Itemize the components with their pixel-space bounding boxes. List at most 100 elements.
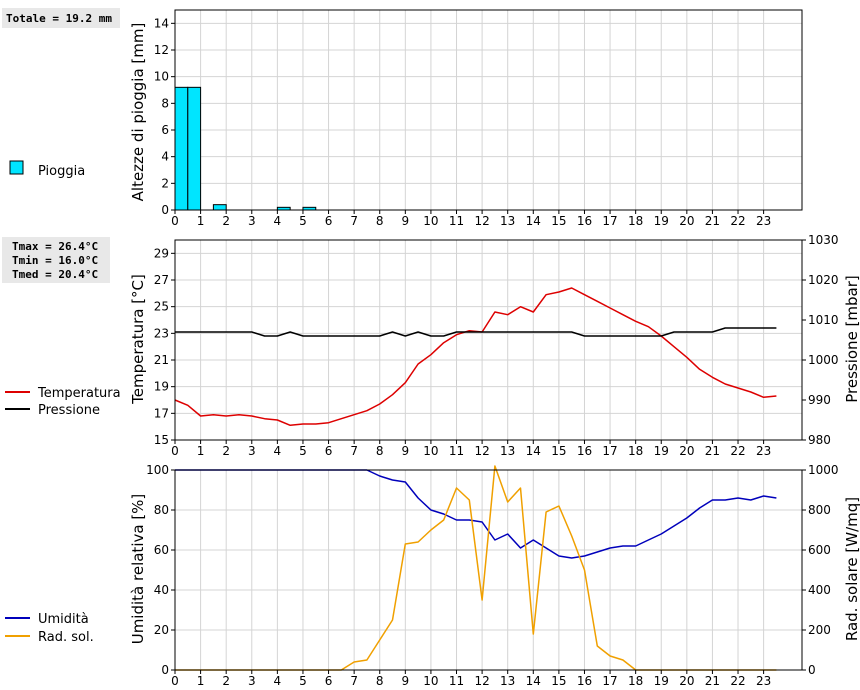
rain-ylabel: Altezze di pioggia [mm] xyxy=(129,23,147,202)
x-tick-label: 16 xyxy=(577,214,592,228)
x-tick-label: 17 xyxy=(602,444,617,458)
x-tick-label: 8 xyxy=(376,674,384,688)
x-tick-label: 3 xyxy=(248,674,256,688)
x-tick-label: 7 xyxy=(350,214,358,228)
x-tick-label: 0 xyxy=(171,214,179,228)
plot-frame xyxy=(174,469,803,671)
y-tick-label: 23 xyxy=(154,326,169,340)
x-tick-label: 16 xyxy=(577,674,592,688)
x-tick-label: 13 xyxy=(500,674,515,688)
x-tick-label: 14 xyxy=(526,214,541,228)
x-tick-label: 17 xyxy=(602,674,617,688)
y-tick-label: 40 xyxy=(154,583,169,597)
x-tick-label: 20 xyxy=(679,674,694,688)
x-tick-label: 3 xyxy=(248,214,256,228)
x-tick-label: 0 xyxy=(171,444,179,458)
radiation-ylabel: Rad. solare [W/mq] xyxy=(843,497,860,641)
x-tick-label: 12 xyxy=(474,214,489,228)
y-tick-label: 21 xyxy=(154,353,169,367)
y-tick-label: 10 xyxy=(154,70,169,84)
x-tick-label: 2 xyxy=(222,674,230,688)
humidity-ylabel: Umidità relativa [%] xyxy=(129,494,147,645)
rain-bar xyxy=(174,86,189,211)
x-tick-label: 10 xyxy=(423,674,438,688)
y-tick-label: 27 xyxy=(154,273,169,287)
x-tick-label: 8 xyxy=(376,444,384,458)
plot-frame xyxy=(174,9,803,211)
x-tick-label: 1 xyxy=(197,214,205,228)
x-tick-label: 18 xyxy=(628,444,643,458)
tmin-label: Tmin = 16.0°C xyxy=(12,254,98,267)
y-right-tick-label: 800 xyxy=(808,503,831,517)
x-tick-label: 11 xyxy=(449,444,464,458)
y-tick-label: 29 xyxy=(154,246,169,260)
y-right-tick-label: 1000 xyxy=(808,463,839,477)
x-tick-label: 6 xyxy=(325,214,333,228)
y-tick-label: 19 xyxy=(154,380,169,394)
rain-bar xyxy=(212,204,227,211)
rain-bar xyxy=(187,86,202,211)
y-tick-label: 8 xyxy=(161,96,169,110)
y-tick-label: 17 xyxy=(154,406,169,420)
y-right-tick-label: 1030 xyxy=(808,233,839,247)
x-tick-label: 19 xyxy=(654,674,669,688)
rain-total-label: Totale = 19.2 mm xyxy=(6,12,112,25)
y-right-tick-label: 600 xyxy=(808,543,831,557)
x-tick-label: 5 xyxy=(299,214,307,228)
x-tick-label: 15 xyxy=(551,214,566,228)
y-right-tick-label: 1010 xyxy=(808,313,839,327)
x-tick-label: 10 xyxy=(423,214,438,228)
x-tick-label: 9 xyxy=(402,214,410,228)
x-tick-label: 4 xyxy=(274,674,282,688)
x-tick-label: 9 xyxy=(402,674,410,688)
y-tick-label: 0 xyxy=(161,203,169,217)
x-tick-label: 11 xyxy=(449,674,464,688)
y-tick-label: 0 xyxy=(161,663,169,677)
series-line-pressione xyxy=(175,327,777,337)
x-tick-label: 22 xyxy=(730,674,745,688)
y-tick-label: 80 xyxy=(154,503,169,517)
x-tick-label: 21 xyxy=(705,674,720,688)
legend-radiation-label: Rad. sol. xyxy=(38,630,94,645)
x-tick-label: 7 xyxy=(350,674,358,688)
temperature-summary-box xyxy=(2,237,110,283)
y-right-tick-label: 1000 xyxy=(808,353,839,367)
x-tick-label: 17 xyxy=(602,214,617,228)
x-tick-label: 20 xyxy=(679,444,694,458)
y-right-tick-label: 200 xyxy=(808,623,831,637)
tmed-label: Tmed = 20.4°C xyxy=(12,268,98,281)
x-tick-label: 20 xyxy=(679,214,694,228)
x-tick-label: 5 xyxy=(299,444,307,458)
y-tick-label: 100 xyxy=(146,463,169,477)
y-right-tick-label: 980 xyxy=(808,433,831,447)
y-right-tick-label: 990 xyxy=(808,393,831,407)
x-tick-label: 23 xyxy=(756,674,771,688)
x-tick-label: 12 xyxy=(474,444,489,458)
x-tick-label: 19 xyxy=(654,214,669,228)
x-tick-label: 7 xyxy=(350,444,358,458)
legend-rain-swatch xyxy=(9,160,24,175)
tmax-label: Tmax = 26.4°C xyxy=(12,240,98,253)
x-tick-label: 2 xyxy=(222,214,230,228)
x-tick-label: 6 xyxy=(325,674,333,688)
y-tick-label: 60 xyxy=(154,543,169,557)
x-tick-label: 14 xyxy=(526,674,541,688)
legend-humidity-label: Umidità xyxy=(38,612,89,627)
x-tick-label: 1 xyxy=(197,674,205,688)
x-tick-label: 22 xyxy=(730,444,745,458)
legend-pressure-label: Pressione xyxy=(38,403,100,418)
series-line-rad-sol- xyxy=(175,465,777,671)
x-tick-label: 1 xyxy=(197,444,205,458)
legend-rain-label: Pioggia xyxy=(38,164,85,179)
y-tick-label: 14 xyxy=(154,16,169,30)
y-right-tick-label: 400 xyxy=(808,583,831,597)
plot-frame xyxy=(174,239,803,441)
rain-total-box xyxy=(2,8,120,28)
y-right-tick-label: 0 xyxy=(808,663,816,677)
temperature-ylabel: Temperatura [°C] xyxy=(129,274,147,405)
y-tick-label: 20 xyxy=(154,623,169,637)
x-tick-label: 18 xyxy=(628,674,643,688)
y-tick-label: 25 xyxy=(154,300,169,314)
x-tick-label: 19 xyxy=(654,444,669,458)
x-tick-label: 3 xyxy=(248,444,256,458)
